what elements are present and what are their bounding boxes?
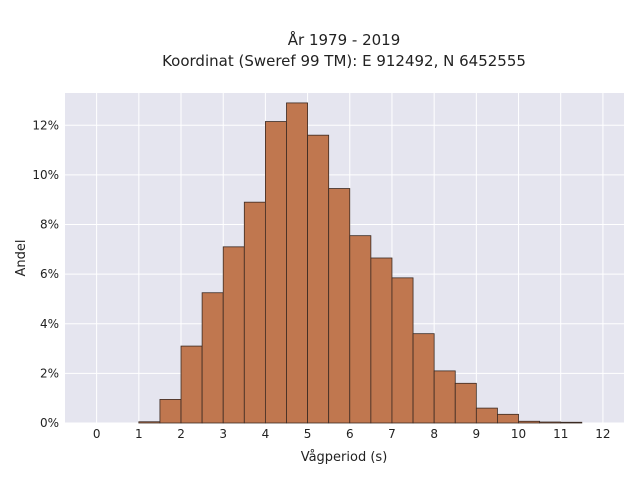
y-tick-label: 12% [32, 118, 59, 132]
y-axis-label: Andel [14, 240, 29, 277]
histogram-bar [560, 421, 583, 424]
x-axis-ticks: 0 1 2 3 4 5 6 7 8 9 10 11 12 [93, 427, 611, 441]
chart-title-line-1: År 1979 - 2019 [288, 30, 401, 49]
x-tick-label: 8 [430, 427, 438, 441]
y-tick-label: 0% [40, 416, 59, 430]
y-tick-label: 4% [40, 317, 59, 331]
histogram-bar [180, 345, 203, 424]
histogram-bar [222, 246, 245, 424]
x-axis-label: Vågperiod (s) [301, 450, 388, 465]
x-tick-label: 0 [93, 427, 101, 441]
histogram-bar [370, 257, 393, 424]
y-tick-label: 8% [40, 218, 59, 232]
histogram-bar [328, 188, 351, 424]
y-tick-label: 2% [40, 366, 59, 380]
histogram-bar [307, 134, 330, 424]
x-tick-label: 2 [177, 427, 185, 441]
histogram-bar [497, 413, 519, 424]
x-tick-label: 7 [388, 427, 396, 441]
x-tick-label: 11 [553, 427, 568, 441]
histogram-bar [539, 421, 562, 424]
y-tick-label: 10% [32, 168, 59, 182]
histogram-bar [243, 201, 266, 424]
histogram-bar [391, 277, 414, 424]
x-tick-label: 5 [304, 427, 312, 441]
histogram-bar [454, 382, 477, 424]
histogram-bar [433, 370, 456, 424]
histogram-bar [518, 420, 541, 424]
histogram-bar [412, 333, 435, 424]
histogram-bar [286, 102, 308, 424]
histogram-bar [159, 399, 182, 424]
histogram-bar [138, 421, 161, 424]
y-tick-label: 6% [40, 267, 59, 281]
x-tick-label: 9 [473, 427, 481, 441]
histogram-bar [475, 407, 498, 424]
histogram-bars [138, 102, 583, 424]
y-axis-ticks: 0% 2% 4% 6% 8% 10% 12% [32, 118, 59, 430]
x-tick-label: 3 [219, 427, 227, 441]
histogram-bar [349, 235, 372, 424]
x-tick-label: 6 [346, 427, 354, 441]
x-tick-label: 12 [595, 427, 610, 441]
x-tick-label: 4 [262, 427, 270, 441]
chart-title-line-2: Koordinat (Sweref 99 TM): E 912492, N 64… [162, 52, 526, 70]
histogram-bar [264, 121, 287, 424]
x-tick-label: 10 [511, 427, 526, 441]
histogram-bar [201, 292, 224, 424]
x-tick-label: 1 [135, 427, 143, 441]
